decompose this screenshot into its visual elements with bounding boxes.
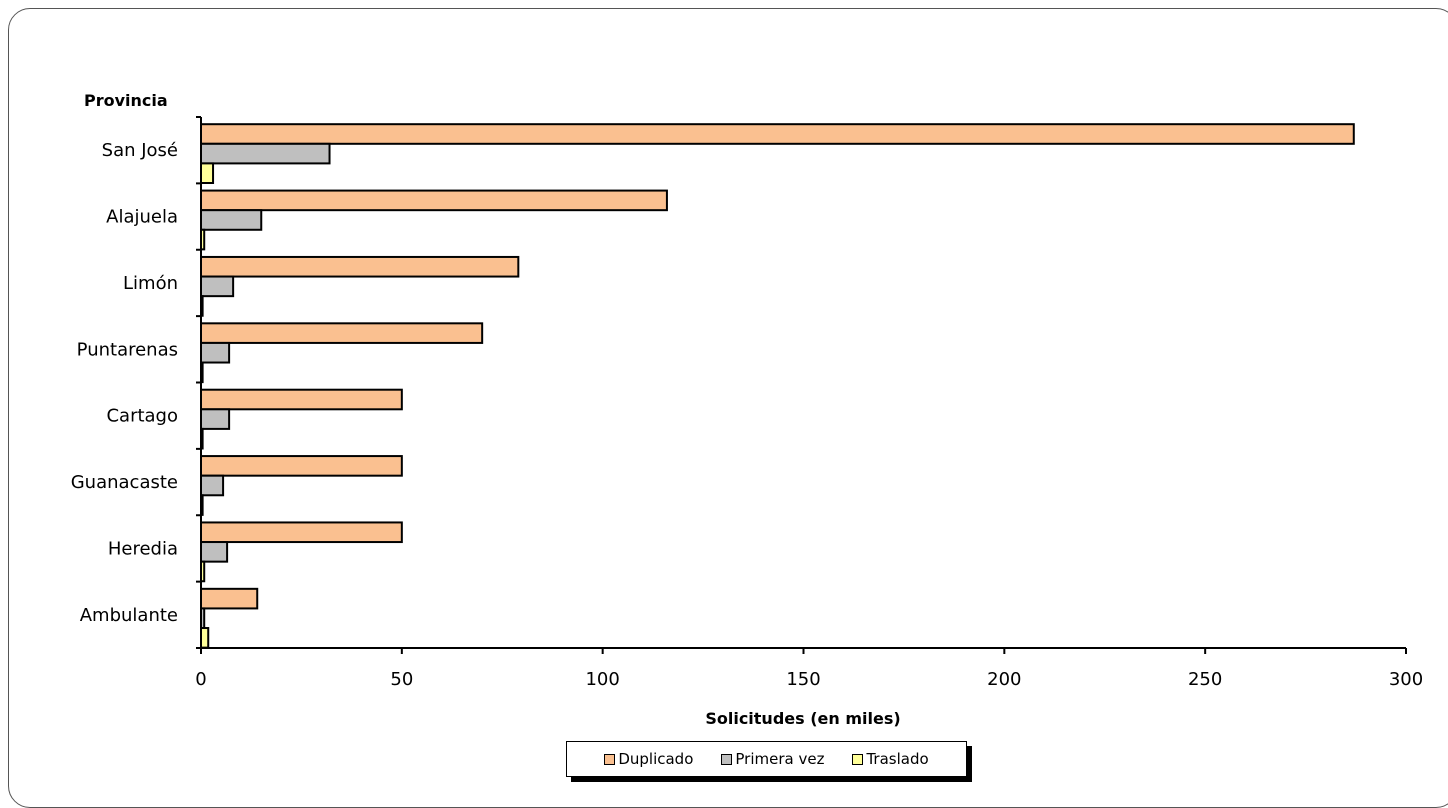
bar-ambulante-traslado (200, 627, 210, 649)
legend-item-primera-vez: Primera vez (721, 750, 824, 768)
x-tick-label: 0 (195, 669, 206, 690)
bar-san-jose-duplicado (200, 123, 1355, 145)
x-tick-label: 100 (585, 669, 619, 690)
bar-san-jose-primera-vez (200, 142, 331, 165)
bar-ambulante-duplicado (200, 587, 259, 610)
legend-swatch-traslado (852, 753, 864, 765)
y-tick-label: Heredia (108, 538, 178, 559)
y-tick-label: Limón (123, 273, 178, 294)
y-tick-label: Guanacaste (71, 472, 178, 493)
plot-area: San José Alajuela Limón Puntarenas Cartago Gu… (71, 116, 1423, 690)
bar-limon-primera-vez (200, 275, 235, 298)
bar-puntarenas-duplicado (200, 322, 484, 344)
legend: Duplicado Primera vez Traslado (566, 741, 967, 777)
x-axis-title: Solicitudes (en miles) (705, 709, 900, 728)
bar-limon-duplicado (200, 255, 520, 278)
y-tick-label: Ambulante (80, 605, 178, 626)
x-tick-label: 300 (1389, 669, 1423, 690)
bar-guanacaste-primera-vez (200, 474, 225, 497)
bar-alajuela-duplicado (200, 189, 668, 212)
x-tick-label: 250 (1188, 669, 1222, 690)
legend-label-duplicado: Duplicado (618, 750, 694, 768)
legend-swatch-primera-vez (721, 753, 733, 765)
bar-san-jose-traslado (200, 162, 215, 184)
bar-cartago-primera-vez (200, 408, 231, 430)
bar-heredia-duplicado (200, 521, 403, 544)
y-tick-label: San José (102, 140, 178, 161)
bar-alajuela-primera-vez (200, 209, 263, 231)
y-tick-label: Cartago (106, 406, 178, 427)
bar-heredia-primera-vez (200, 541, 229, 563)
legend-swatch-duplicado (604, 753, 616, 765)
y-tick-label: Alajuela (106, 207, 178, 228)
y-axis-title: Provincia (84, 91, 168, 110)
x-tick-label: 50 (390, 669, 413, 690)
legend-item-traslado: Traslado (852, 750, 929, 768)
y-tick-label: Puntarenas (77, 339, 178, 360)
bar-cartago-duplicado (200, 388, 403, 411)
legend-label-primera-vez: Primera vez (735, 750, 825, 768)
legend-item-duplicado: Duplicado (604, 750, 693, 768)
bar-puntarenas-primera-vez (200, 341, 231, 364)
bar-guanacaste-duplicado (200, 455, 403, 477)
legend-label-traslado: Traslado (866, 750, 929, 768)
x-tick-label: 200 (987, 669, 1021, 690)
x-tick-label: 150 (786, 669, 820, 690)
